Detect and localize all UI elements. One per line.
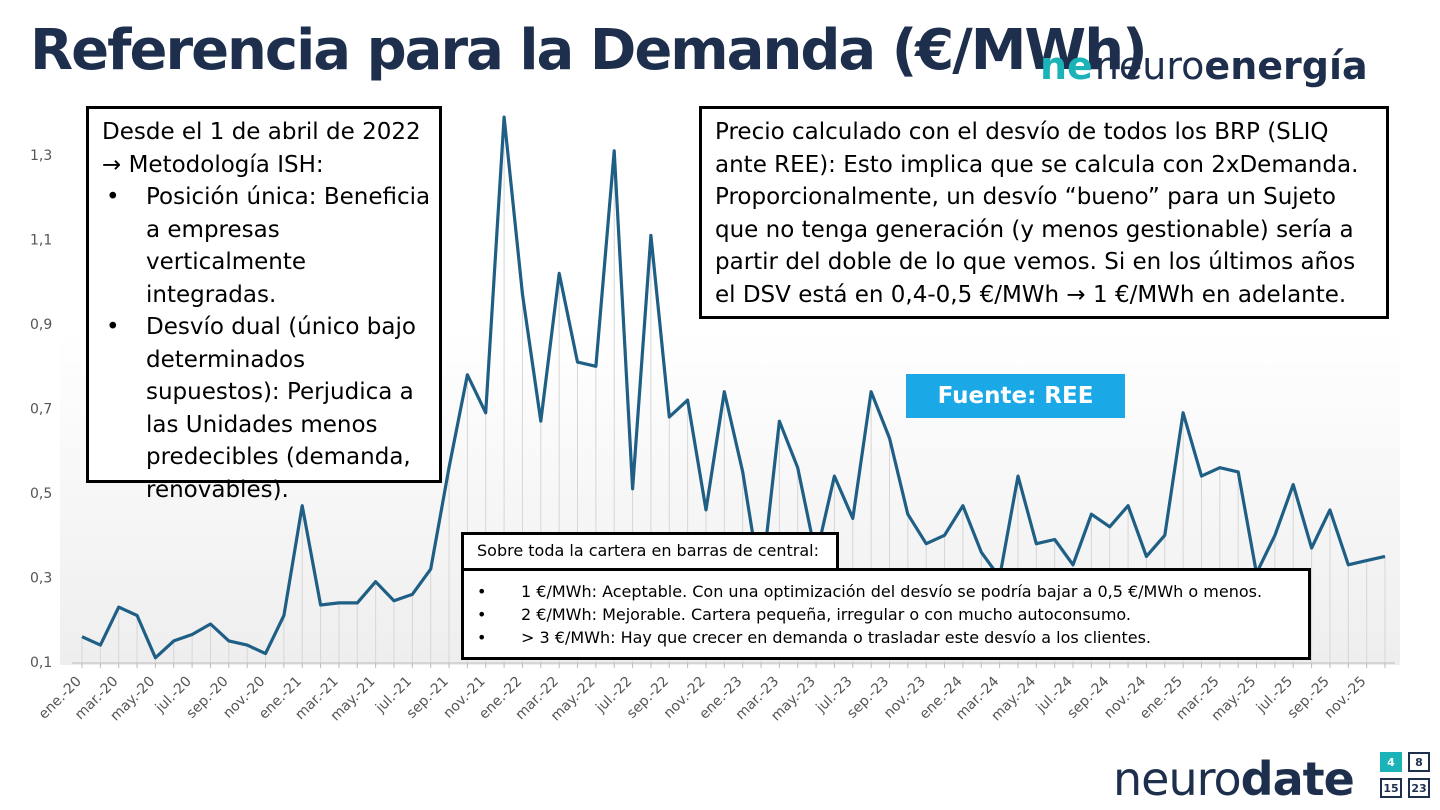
list-item: Desvío dual (único bajo determinados sup… [102, 311, 432, 506]
footer-brand-prefix: neuro [1113, 752, 1242, 806]
brand-prefix: neuro [1094, 44, 1205, 88]
list-item: > 3 €/MWh: Hay que crecer en demanda o t… [477, 626, 1307, 649]
price-note-text: Precio calculado con el desvío de todos … [715, 116, 1375, 311]
list-item: Posición única: Beneficia a empresas ver… [102, 181, 432, 311]
brand-bold: energía [1204, 44, 1368, 88]
portfolio-heading-box [461, 532, 839, 572]
calendar-icon: 4 8 15 23 [1380, 752, 1434, 802]
thresholds-text: 1 €/MWh: Aceptable. Con una optimización… [477, 580, 1307, 649]
methodology-text: Desde el 1 de abril de 2022 → Metodologí… [102, 116, 432, 506]
source-badge: Fuente: REE [906, 374, 1125, 418]
neuroenergia-logo-icon: ne [1040, 44, 1093, 88]
price-note-box [699, 106, 1389, 319]
list-item: 2 €/MWh: Mejorable. Cartera pequeña, irr… [477, 603, 1307, 626]
y-tick-label: 1,3 [30, 148, 52, 164]
neuroenergia-logo: neneuroenergía [1040, 44, 1368, 88]
y-tick-label: 0,1 [30, 655, 52, 671]
y-tick-label: 0,3 [30, 571, 52, 587]
list-item: 1 €/MWh: Aceptable. Con una optimización… [477, 580, 1307, 603]
y-tick-label: 0,7 [30, 402, 52, 418]
neurodate-logo: neurodate [1113, 752, 1355, 806]
y-tick-label: 0,5 [30, 486, 52, 502]
series-line-referencia-demanda [81, 115, 1386, 660]
methodology-intro: Desde el 1 de abril de 2022 → Metodologí… [102, 119, 421, 178]
price-note-paragraph-2: Proporcionalmente, un desvío “bueno” par… [715, 184, 1356, 308]
y-tick-label: 0,9 [30, 317, 52, 333]
portfolio-heading-text: Sobre toda la cartera en barras de centr… [477, 541, 819, 560]
calendar-cell: 8 [1408, 752, 1430, 772]
calendar-cell: 15 [1380, 778, 1402, 798]
price-note-paragraph-1: Precio calculado con el desvío de todos … [715, 119, 1359, 178]
thresholds-list: 1 €/MWh: Aceptable. Con una optimización… [477, 580, 1307, 649]
footer-brand-bold: date [1240, 752, 1355, 806]
calendar-cell: 23 [1408, 778, 1430, 798]
calendar-cell: 4 [1380, 752, 1402, 772]
y-tick-label: 1,1 [30, 233, 52, 249]
page-title: Referencia para la Demanda (€/MWh) [30, 18, 1148, 83]
methodology-list: Posición única: Beneficia a empresas ver… [102, 181, 432, 506]
